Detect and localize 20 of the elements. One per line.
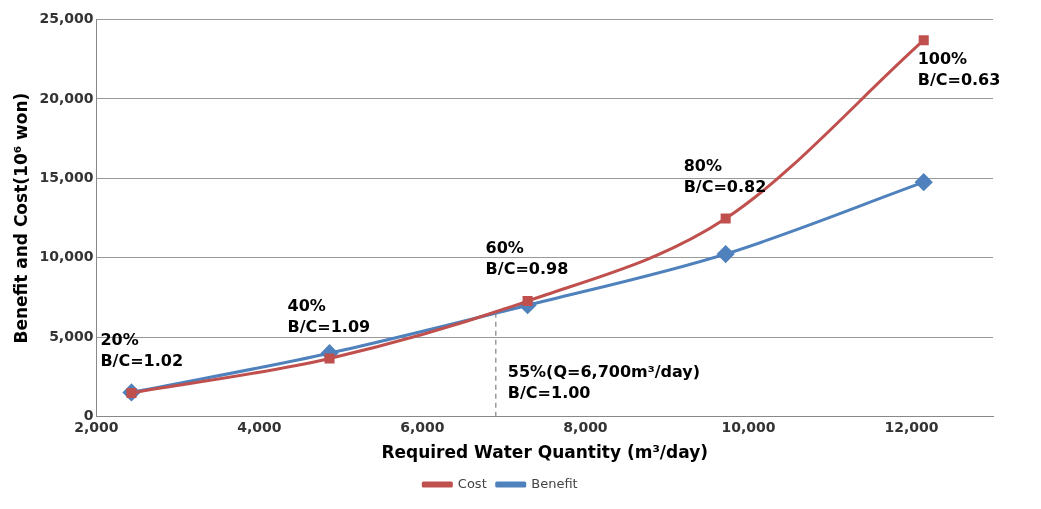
y-tick-label: 10,000	[39, 248, 94, 265]
legend-label: Benefit	[531, 475, 578, 491]
x-tick-label: 10,000	[721, 418, 776, 435]
annotation: 40% B/C=1.09	[287, 295, 371, 336]
legend-label: Cost	[457, 475, 487, 491]
y-tick-label: 5,000	[49, 327, 94, 344]
y-tick-label: 15,000	[39, 169, 94, 185]
y-tick-label: 20,000	[39, 89, 94, 106]
x-tick-label: 6,000	[400, 418, 445, 435]
x-axis-title: Required Water Quantity (m³/day)	[381, 442, 709, 463]
y-tick-label: 25,000	[39, 10, 94, 27]
x-tick-label: 4,000	[237, 418, 282, 435]
x-tick-label: 12,000	[884, 418, 939, 435]
annotation: 80% B/C=0.82	[683, 155, 767, 196]
annotation: 60% B/C=0.98	[485, 238, 569, 279]
annotation: 55%(Q=6,700m³/day) B/C=1.00	[507, 361, 701, 402]
y-axis-title: Benefit and Cost(10⁶ won)	[10, 92, 31, 344]
annotation: 100% B/C=0.63	[917, 49, 1001, 90]
annotation: 20% B/C=1.02	[100, 330, 184, 371]
x-tick-label: 8,000	[563, 418, 608, 435]
